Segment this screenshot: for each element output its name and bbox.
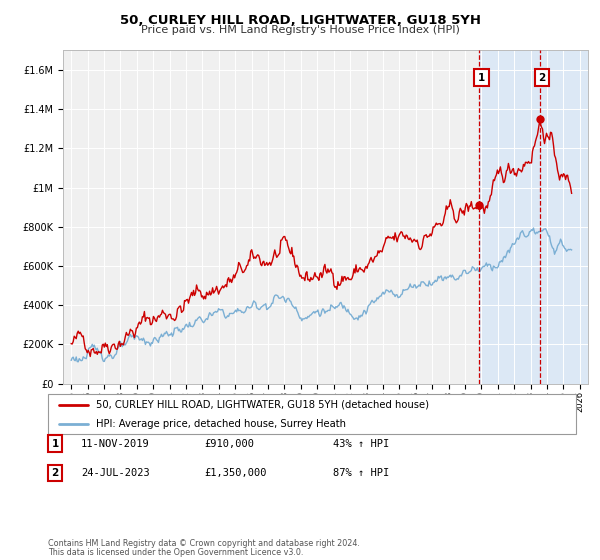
Text: 1: 1 (478, 73, 485, 83)
Text: Price paid vs. HM Land Registry's House Price Index (HPI): Price paid vs. HM Land Registry's House … (140, 25, 460, 35)
Text: HPI: Average price, detached house, Surrey Heath: HPI: Average price, detached house, Surr… (95, 418, 346, 428)
Text: Contains HM Land Registry data © Crown copyright and database right 2024.: Contains HM Land Registry data © Crown c… (48, 539, 360, 548)
Text: 2: 2 (539, 73, 546, 83)
Text: 11-NOV-2019: 11-NOV-2019 (81, 438, 150, 449)
Text: 50, CURLEY HILL ROAD, LIGHTWATER, GU18 5YH: 50, CURLEY HILL ROAD, LIGHTWATER, GU18 5… (119, 14, 481, 27)
Text: 2: 2 (52, 468, 59, 478)
Bar (479, 50, 600, 384)
Text: 24-JUL-2023: 24-JUL-2023 (81, 468, 150, 478)
Text: 87% ↑ HPI: 87% ↑ HPI (333, 468, 389, 478)
Text: £1,350,000: £1,350,000 (204, 468, 266, 478)
Text: £910,000: £910,000 (204, 438, 254, 449)
Text: 43% ↑ HPI: 43% ↑ HPI (333, 438, 389, 449)
Text: 1: 1 (52, 438, 59, 449)
Text: This data is licensed under the Open Government Licence v3.0.: This data is licensed under the Open Gov… (48, 548, 304, 557)
Text: 50, CURLEY HILL ROAD, LIGHTWATER, GU18 5YH (detached house): 50, CURLEY HILL ROAD, LIGHTWATER, GU18 5… (95, 400, 428, 410)
